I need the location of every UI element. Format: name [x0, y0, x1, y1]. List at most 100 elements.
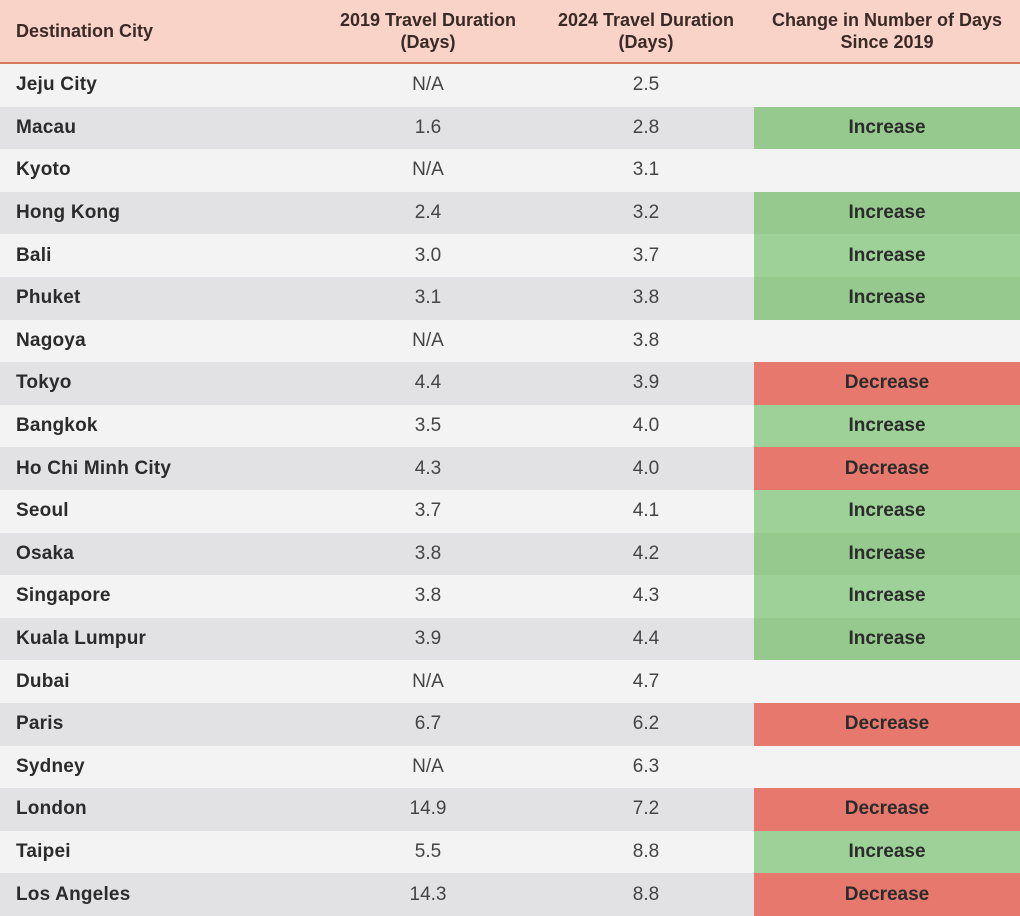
- table-row: Osaka 3.8 4.2 Increase: [0, 532, 1020, 576]
- change-cell: Increase: [754, 575, 1020, 618]
- table-row: Los Angeles 14.3 8.8 Decrease: [0, 873, 1020, 916]
- duration-2019-cell: N/A: [412, 755, 444, 777]
- duration-2024-cell: 7.2: [632, 798, 660, 820]
- duration-2019-cell: 4.4: [414, 372, 442, 394]
- header-destination-city: Destination City: [16, 21, 154, 41]
- change-cell: Increase: [754, 106, 1020, 150]
- change-cell: Decrease: [754, 702, 1020, 746]
- change-cell: [754, 320, 1020, 363]
- table-row: Bangkok 3.5 4.0 Increase: [0, 404, 1020, 448]
- table-row: Phuket 3.1 3.8 Increase: [0, 276, 1020, 320]
- table-row: Seoul 3.7 4.1 Increase: [0, 489, 1020, 533]
- table-row: Tokyo 4.4 3.9 Decrease: [0, 362, 1020, 405]
- table-row: London 14.9 7.2 Decrease: [0, 788, 1020, 831]
- header-2024-duration: 2024 Travel Duration (Days): [557, 10, 735, 52]
- duration-2019-cell: 4.3: [414, 457, 442, 479]
- duration-2024-cell: 3.9: [632, 372, 660, 394]
- change-cell: Decrease: [754, 873, 1020, 916]
- header-change: Change in Number of Days Since 2019: [771, 10, 1003, 52]
- city-cell: Kuala Lumpur: [16, 628, 147, 650]
- change-cell: Decrease: [754, 362, 1020, 405]
- change-cell: Increase: [754, 276, 1020, 320]
- city-cell: Ho Chi Minh City: [16, 457, 172, 479]
- city-cell: Paris: [16, 713, 64, 735]
- duration-2024-cell: 2.8: [632, 116, 660, 138]
- duration-2024-cell: 8.8: [632, 840, 660, 862]
- change-cell: Increase: [754, 234, 1020, 277]
- duration-2019-cell: 3.5: [414, 415, 442, 437]
- city-cell: Tokyo: [16, 372, 72, 394]
- duration-2024-cell: 4.0: [632, 457, 660, 479]
- city-cell: Phuket: [16, 287, 81, 309]
- table-header: Destination City 2019 Travel Duration (D…: [0, 0, 1020, 64]
- city-cell: Dubai: [16, 670, 70, 692]
- duration-2024-cell: 6.2: [632, 713, 660, 735]
- header-2019-duration: 2019 Travel Duration (Days): [339, 10, 517, 52]
- table-row: Sydney N/A 6.3: [0, 745, 1020, 789]
- duration-2024-cell: 3.1: [632, 159, 660, 181]
- duration-2024-cell: 8.8: [632, 883, 660, 905]
- change-cell: Increase: [754, 830, 1020, 874]
- duration-2019-cell: 3.7: [414, 500, 442, 522]
- table-row: Ho Chi Minh City 4.3 4.0 Decrease: [0, 447, 1020, 490]
- city-cell: Bali: [16, 244, 52, 266]
- table-row: Macau 1.6 2.8 Increase: [0, 106, 1020, 150]
- city-cell: Seoul: [16, 500, 69, 522]
- duration-2019-cell: N/A: [412, 670, 444, 692]
- duration-2019-cell: 3.8: [414, 585, 442, 607]
- duration-2019-cell: 3.9: [414, 628, 442, 650]
- table-row: Kuala Lumpur 3.9 4.4 Increase: [0, 617, 1020, 661]
- duration-2019-cell: 3.1: [414, 287, 442, 309]
- duration-2019-cell: N/A: [412, 159, 444, 181]
- table-row: Nagoya N/A 3.8: [0, 319, 1020, 363]
- duration-2019-cell: 14.9: [409, 798, 447, 820]
- change-cell: Decrease: [754, 788, 1020, 831]
- change-cell: [754, 660, 1020, 703]
- city-cell: Bangkok: [16, 415, 98, 437]
- table-row: Paris 6.7 6.2 Decrease: [0, 702, 1020, 746]
- change-cell: Increase: [754, 489, 1020, 533]
- duration-2019-cell: 1.6: [414, 116, 442, 138]
- duration-2024-cell: 4.1: [632, 500, 660, 522]
- city-cell: Sydney: [16, 755, 85, 777]
- city-cell: London: [16, 798, 87, 820]
- table-row: Taipei 5.5 8.8 Increase: [0, 830, 1020, 874]
- duration-2019-cell: 3.0: [414, 244, 442, 266]
- duration-2024-cell: 4.2: [632, 542, 660, 564]
- duration-2024-cell: 4.4: [632, 628, 660, 650]
- city-cell: Taipei: [16, 840, 71, 862]
- change-cell: Increase: [754, 404, 1020, 448]
- table-row: Hong Kong 2.4 3.2 Increase: [0, 191, 1020, 235]
- duration-2019-cell: 2.4: [414, 202, 442, 224]
- change-cell: Increase: [754, 191, 1020, 235]
- change-cell: Increase: [754, 617, 1020, 661]
- table-row: Singapore 3.8 4.3 Increase: [0, 575, 1020, 618]
- duration-2024-cell: 2.5: [632, 74, 660, 96]
- duration-2019-cell: 5.5: [414, 840, 442, 862]
- change-cell: [754, 746, 1020, 789]
- city-cell: Osaka: [16, 542, 75, 564]
- duration-2024-cell: 4.0: [632, 415, 660, 437]
- city-cell: Singapore: [16, 585, 111, 607]
- table-body: Jeju City N/A 2.5 Macau 1.6 2.8 Increase Kyoto N…: [0, 64, 1020, 916]
- change-cell: [754, 64, 1020, 107]
- duration-2019-cell: N/A: [412, 74, 444, 96]
- city-cell: Nagoya: [16, 329, 86, 351]
- duration-2019-cell: 3.8: [414, 542, 442, 564]
- duration-2019-cell: N/A: [412, 329, 444, 351]
- table-row: Kyoto N/A 3.1: [0, 149, 1020, 192]
- change-cell: [754, 149, 1020, 192]
- table-row: Jeju City N/A 2.5: [0, 64, 1020, 107]
- table-row: Dubai N/A 4.7: [0, 660, 1020, 703]
- duration-2024-cell: 3.2: [632, 202, 660, 224]
- table-row: Bali 3.0 3.7 Increase: [0, 234, 1020, 277]
- city-cell: Kyoto: [16, 159, 71, 181]
- city-cell: Los Angeles: [16, 883, 131, 905]
- duration-2024-cell: 4.3: [632, 585, 660, 607]
- change-cell: Decrease: [754, 447, 1020, 490]
- change-cell: Increase: [754, 532, 1020, 576]
- duration-2024-cell: 3.8: [632, 329, 660, 351]
- city-cell: Hong Kong: [16, 202, 121, 224]
- city-cell: Jeju City: [16, 74, 97, 96]
